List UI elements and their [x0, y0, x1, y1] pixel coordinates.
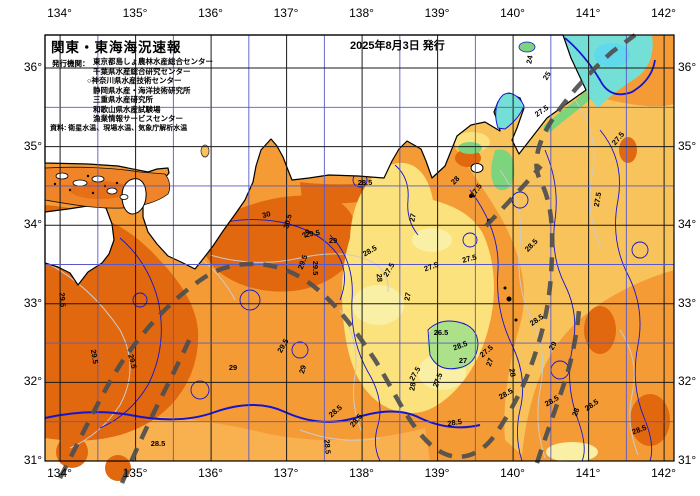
lon-label-bottom: 137° — [273, 466, 299, 480]
isotherm-value-label: 28.5 — [151, 439, 166, 448]
page-title: 関東・東海海況速報 — [51, 40, 182, 55]
isotherm-contours-blue — [44, 37, 656, 462]
isotherm-value-label: 28 — [507, 368, 517, 378]
publisher-name: ○神奈川県水産技術センター — [87, 76, 182, 85]
lon-label-top: 137° — [273, 6, 299, 20]
lat-label-left: 36° — [23, 60, 42, 74]
lat-label-left: 35° — [23, 138, 42, 153]
lon-label-bottom: 138° — [349, 466, 374, 480]
lon-label-bottom: 136° — [198, 466, 223, 480]
lon-label-top: 142° — [651, 6, 676, 20]
isotherm-value-label: 27 — [407, 213, 417, 223]
map-frame — [44, 34, 675, 462]
lon-label-bottom: 135° — [122, 466, 148, 480]
isotherm-value-label: 28.5 — [322, 439, 332, 454]
publisher-name: 漁業情報サービスセンター — [93, 114, 183, 123]
lat-label-right: 31° — [678, 453, 697, 467]
lon-label-bottom: 141° — [575, 466, 601, 480]
kuroshio-axis-main — [58, 33, 637, 480]
isotherm-value-label: 28 — [407, 382, 417, 392]
isotherm-value-label: 27 — [484, 357, 495, 368]
lon-label-top: 141° — [575, 6, 601, 20]
source-note: 資料: 衛星水温、現場水温、気象庁解析水温 — [50, 125, 188, 132]
lat-label-right: 35° — [678, 138, 697, 153]
isotherm-value-label: 30 — [261, 209, 271, 220]
isotherm-value-label: 28.5 — [447, 417, 463, 428]
isotherm-value-label: 27 — [402, 292, 412, 302]
lon-label-bottom: 140° — [500, 466, 525, 480]
isotherm-value-label: 27 — [459, 356, 467, 365]
isotherm-value-label: 28 — [375, 273, 385, 282]
lat-label-left: 32° — [23, 374, 42, 389]
isotherm-value-label: 29.5 — [89, 349, 100, 365]
isotherm-value-label: 29 — [329, 236, 337, 245]
isotherm-value-label: 29.5 — [126, 353, 138, 369]
isotherm-value-label: 28.5 — [358, 178, 373, 187]
isotherm-value-label: 29.5 — [311, 261, 320, 276]
isotherm-value-label: 29 — [547, 340, 559, 352]
publisher-name: 千葉県水産総合研究センター — [93, 66, 191, 76]
kuroshio-axis-branch-boso — [484, 164, 543, 228]
lat-label-right: 36° — [678, 60, 697, 74]
lon-label-top: 140° — [500, 6, 525, 20]
isotherm-value-label: 29.5 — [305, 228, 321, 239]
lat-label-left: 34° — [23, 217, 42, 232]
isotherm-value-label: 29.5 — [57, 292, 67, 307]
lat-label-right: 34° — [678, 217, 697, 232]
publisher-name: 静岡県水産・海洋技術研究所 — [93, 85, 191, 95]
isotherm-value-label: 28 — [570, 407, 581, 418]
issue-date: 2025年8月3日 発行 — [350, 40, 445, 52]
lon-label-top: 139° — [424, 6, 450, 20]
lon-label-top: 136° — [198, 6, 223, 20]
izu-islands — [469, 163, 518, 322]
lon-label-top: 134° — [47, 6, 72, 20]
inland-lake-dot — [200, 144, 210, 158]
isotherm-value-label: 25 — [541, 70, 553, 82]
isotherm-contours-gray — [44, 99, 639, 459]
lat-label-left: 31° — [23, 453, 42, 467]
isotherm-value-label: 26.5 — [434, 328, 449, 337]
lon-label-bottom: 134° — [47, 466, 72, 480]
publisher-name: 三重県水産研究所 — [93, 95, 153, 104]
isotherm-value-label: 24 — [524, 54, 534, 65]
lon-label-top: 138° — [349, 6, 374, 20]
seto-inland-sea — [44, 166, 171, 215]
lon-label-top: 135° — [122, 6, 148, 20]
isotherm-value-label: 27.5 — [461, 252, 477, 264]
kuroshio-axis — [58, 33, 637, 484]
kuroshio-axis-branch-west — [119, 333, 195, 484]
publishers-label: 発行機関： — [52, 59, 90, 68]
lon-label-bottom: 142° — [651, 466, 676, 480]
lon-label-bottom: 139° — [424, 466, 450, 480]
publisher-name: 東京都島しょ農林水産総合センター — [93, 57, 213, 66]
isotherm-value-label: 27.5 — [592, 192, 603, 208]
isotherm-value-label: 29 — [229, 363, 237, 372]
lat-label-right: 33° — [678, 295, 697, 310]
awaji-island — [121, 178, 147, 215]
isotherm-value-label: 30.5 — [281, 213, 293, 229]
island-specks — [53, 174, 119, 195]
lat-label-right: 32° — [678, 374, 697, 389]
isotherm-value-label: 29 — [297, 364, 308, 374]
seto-islands — [55, 172, 129, 200]
grid-lines — [45, 35, 674, 461]
lat-label-left: 33° — [23, 295, 42, 310]
lake-kasumigaura — [518, 41, 536, 53]
publisher-name: 和歌山県水産試験場 — [93, 104, 161, 114]
